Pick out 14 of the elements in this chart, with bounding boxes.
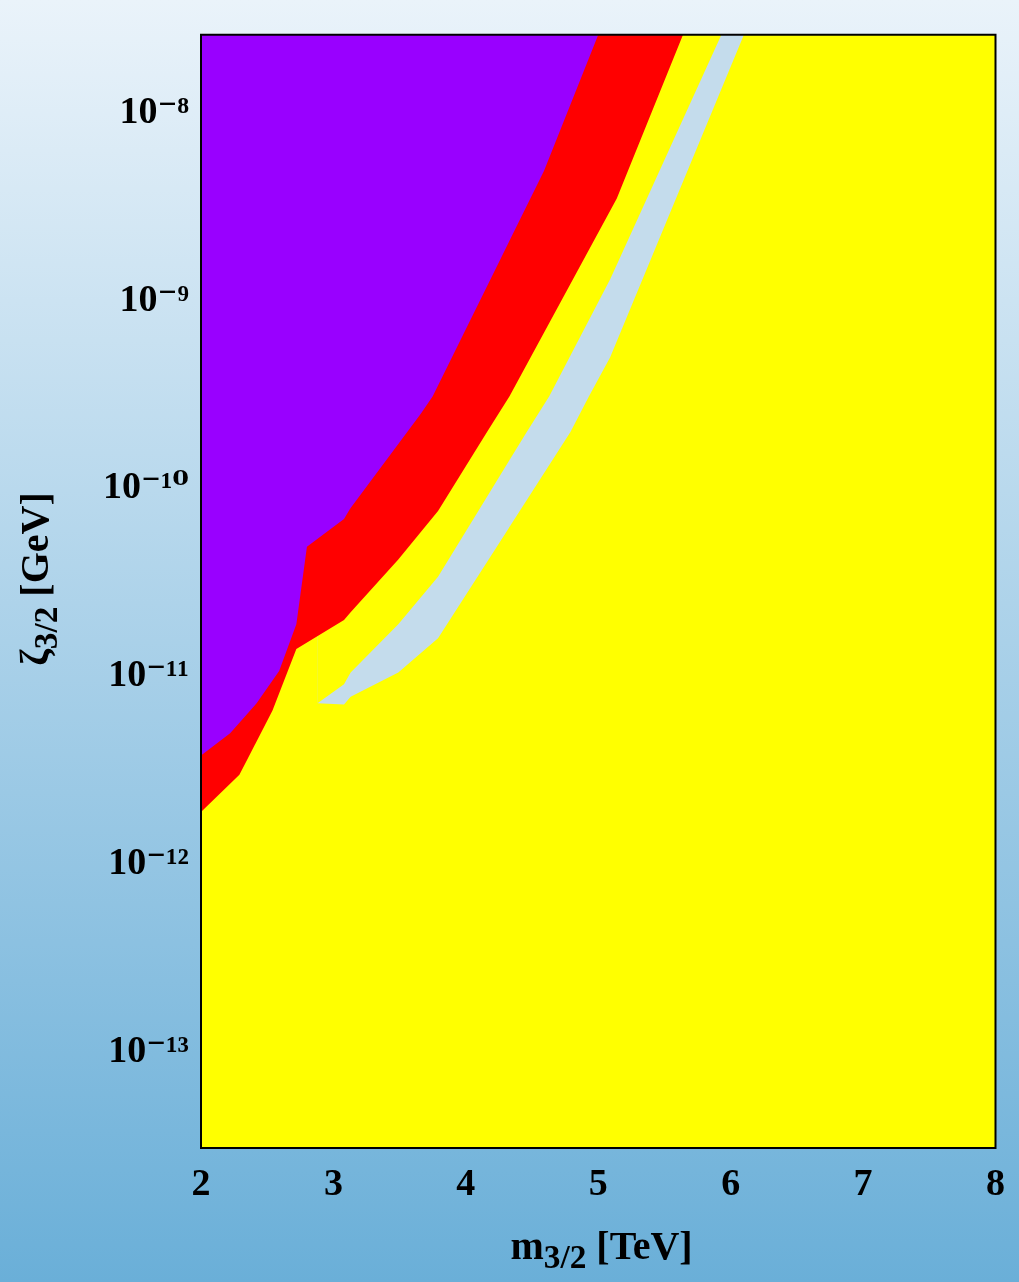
y-tick-label: 10⁻¹¹ (108, 652, 189, 695)
y-tick-label: 10⁻⁸ (119, 88, 189, 131)
y-tick-label: 10⁻¹³ (108, 1028, 189, 1071)
y-tick-label: 10⁻¹² (108, 840, 189, 883)
x-tick-label: 3 (323, 1160, 343, 1203)
y-tick-label: 10⁻¹⁰ (102, 464, 189, 507)
x-tick-label: 2 (191, 1160, 211, 1203)
x-tick-label: 7 (853, 1160, 873, 1203)
x-tick-label: 8 (986, 1160, 1005, 1203)
x-tick-label: 4 (456, 1160, 476, 1203)
x-tick-label: 5 (588, 1160, 608, 1203)
x-axis-title: m$_{3/2}$ [TeV] (509, 1222, 694, 1276)
y-tick-label: 10⁻⁹ (119, 276, 189, 319)
x-tick-label: 6 (721, 1160, 741, 1203)
